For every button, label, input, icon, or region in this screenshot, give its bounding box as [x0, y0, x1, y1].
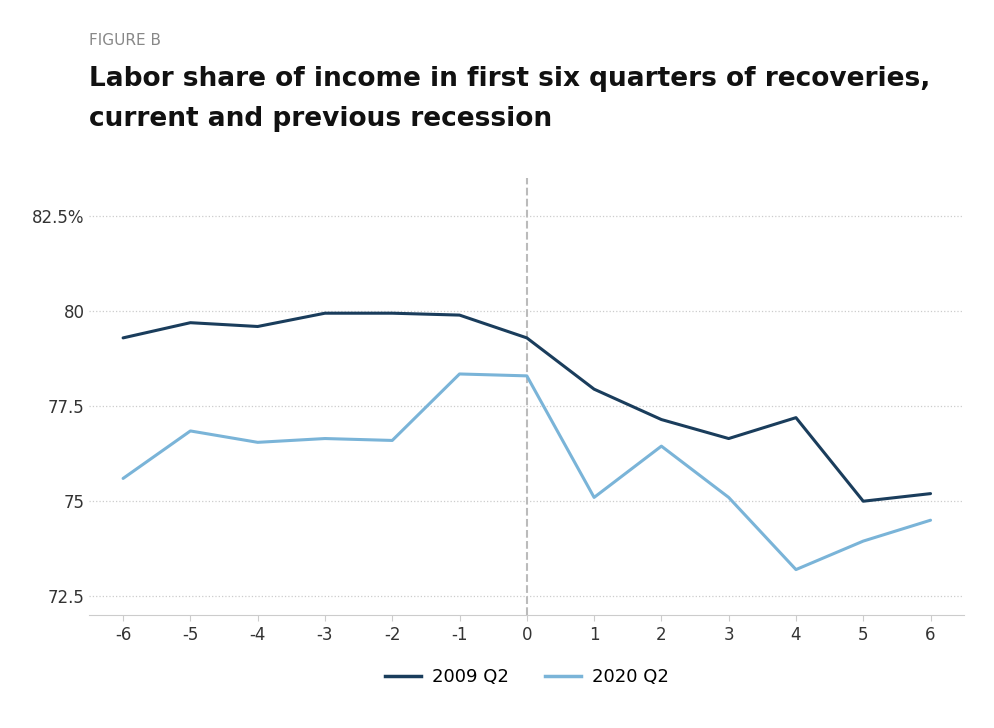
Text: current and previous recession: current and previous recession: [89, 106, 553, 132]
Text: Labor share of income in first six quarters of recoveries,: Labor share of income in first six quart…: [89, 66, 930, 92]
Text: FIGURE B: FIGURE B: [89, 33, 161, 48]
Legend: 2009 Q2, 2020 Q2: 2009 Q2, 2020 Q2: [378, 661, 676, 694]
